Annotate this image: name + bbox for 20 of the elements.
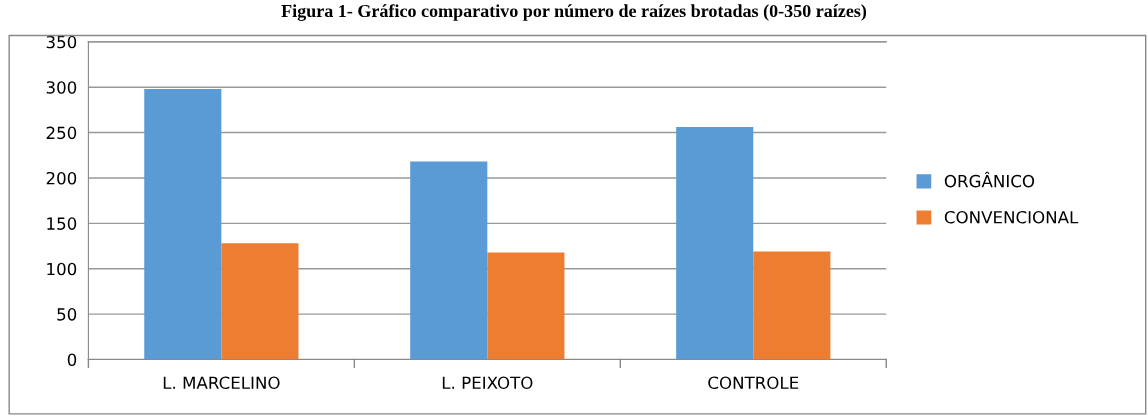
y-tick-label: 0	[67, 353, 77, 367]
y-tick-label: 300	[46, 81, 77, 94]
legend-label: CONVENCIONAL	[944, 210, 1079, 224]
bar	[676, 127, 754, 360]
y-tick-label: 100	[47, 262, 77, 276]
bar	[410, 161, 488, 360]
x-tick-label: L. MARCELINO	[163, 376, 280, 390]
x-tick-label: CONTROLE	[708, 376, 799, 390]
legend-label: ORGÂNICO	[944, 171, 1035, 188]
bar	[144, 89, 222, 360]
chart-title: Figura 1- Gráfico comparativo por número de raízes brotadas (0-350 raízes)	[281, 4, 867, 21]
y-tick-label: 150	[47, 217, 77, 230]
bar	[487, 252, 565, 360]
bar	[753, 251, 831, 360]
bar	[221, 243, 299, 360]
y-tick-label: 200	[46, 171, 77, 185]
x-tick-label: L. PEIXOTO	[442, 376, 533, 390]
y-tick-label: 250	[46, 126, 77, 140]
y-tick-label: 350	[46, 35, 77, 49]
y-tick-label: 50	[57, 308, 77, 321]
